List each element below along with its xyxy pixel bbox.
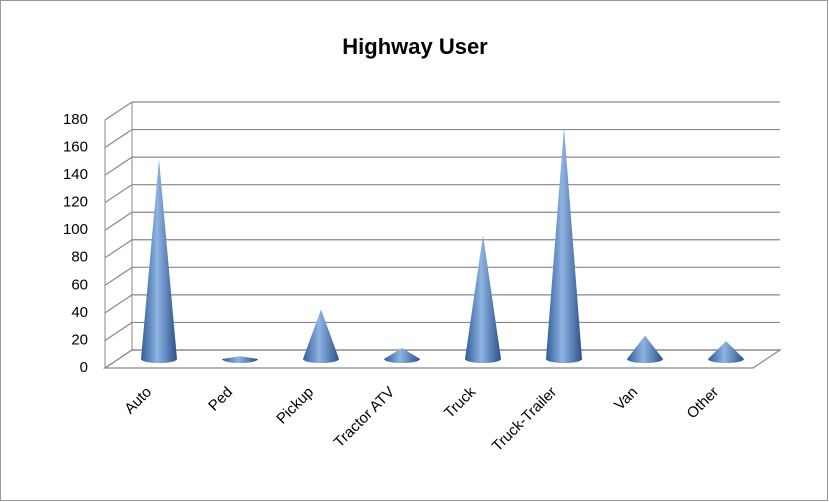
y-tick-label: 40 bbox=[71, 304, 88, 321]
y-tick-label: 80 bbox=[71, 249, 88, 266]
y-tick-label: 60 bbox=[71, 276, 88, 293]
cone bbox=[222, 356, 258, 363]
y-tick-label: 20 bbox=[71, 331, 88, 348]
cone bbox=[141, 159, 177, 363]
y-tick-label: 160 bbox=[63, 139, 88, 156]
cone bbox=[303, 309, 339, 363]
y-tick-label: 180 bbox=[63, 111, 88, 128]
y-tick-label: 140 bbox=[63, 166, 88, 183]
cone bbox=[708, 341, 744, 363]
y-tick-label: 0 bbox=[80, 359, 88, 376]
cone bbox=[546, 127, 582, 363]
cone bbox=[627, 335, 663, 363]
floor bbox=[103, 349, 782, 369]
chart-title: Highway User bbox=[342, 34, 488, 59]
cone bbox=[465, 235, 501, 363]
y-tick-label: 120 bbox=[63, 194, 88, 211]
y-tick-label: 100 bbox=[63, 221, 88, 238]
cone bbox=[384, 347, 420, 363]
